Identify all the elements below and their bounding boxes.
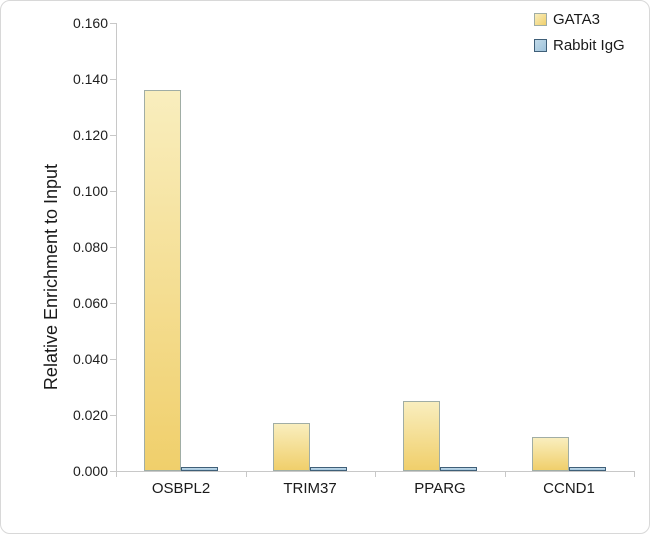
y-tick-label: 0.080 xyxy=(72,239,108,255)
legend: GATA3 Rabbit IgG xyxy=(534,9,625,61)
bar-rabbit-igg-osbpl2 xyxy=(181,467,218,471)
y-tick-mark xyxy=(110,79,116,80)
y-tick-mark xyxy=(110,135,116,136)
x-tick-mark xyxy=(375,471,376,477)
y-tick-label: 0.120 xyxy=(72,127,108,143)
bar-rabbit-igg-ccnd1 xyxy=(569,467,606,471)
y-tick-label: 0.060 xyxy=(72,295,108,311)
bar-rabbit-igg-trim37 xyxy=(310,467,347,471)
legend-item-rabbit-igg: Rabbit IgG xyxy=(534,35,625,55)
y-tick-mark xyxy=(110,359,116,360)
y-tick-label: 0.160 xyxy=(72,15,108,31)
x-tick-mark xyxy=(116,471,117,477)
y-tick-mark xyxy=(110,415,116,416)
y-tick-mark xyxy=(110,191,116,192)
y-tick-label: 0.000 xyxy=(72,463,108,479)
y-axis-title: Relative Enrichment to Input xyxy=(41,163,61,391)
category-label-ccnd1: CCND1 xyxy=(543,480,595,497)
bar-gata3-pparg xyxy=(403,401,440,471)
x-tick-mark xyxy=(634,471,635,477)
bar-rabbit-igg-pparg xyxy=(440,467,477,471)
y-tick-label: 0.140 xyxy=(72,71,108,87)
bar-gata3-trim37 xyxy=(273,423,310,471)
rabbit-igg-swatch-icon xyxy=(534,38,547,52)
y-tick-mark xyxy=(110,471,116,472)
y-tick-mark xyxy=(110,247,116,248)
category-label-trim37: TRIM37 xyxy=(283,480,337,497)
y-tick-mark xyxy=(110,303,116,304)
bar-gata3-osbpl2 xyxy=(144,90,181,471)
legend-item-gata3: GATA3 xyxy=(534,9,625,29)
category-label-pparg: PPARG xyxy=(414,480,466,497)
x-tick-mark xyxy=(246,471,247,477)
y-tick-mark xyxy=(110,23,116,24)
x-tick-mark xyxy=(505,471,506,477)
y-axis-line xyxy=(116,23,117,472)
bar-gata3-ccnd1 xyxy=(532,437,569,471)
gata3-swatch-icon xyxy=(534,12,547,26)
y-tick-label: 0.040 xyxy=(72,351,108,367)
legend-label-rabbit-igg: Rabbit IgG xyxy=(553,36,625,54)
y-tick-label: 0.020 xyxy=(72,407,108,423)
category-label-osbpl2: OSBPL2 xyxy=(151,480,211,497)
legend-label-gata3: GATA3 xyxy=(553,10,600,28)
y-tick-label: 0.100 xyxy=(72,183,108,199)
